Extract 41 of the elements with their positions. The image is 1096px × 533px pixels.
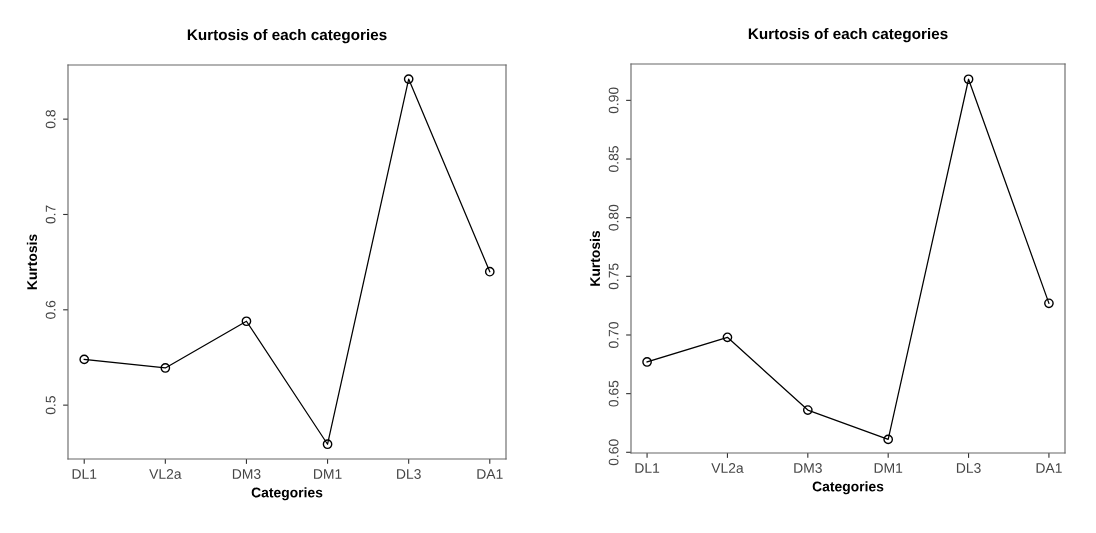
y-tick-label: 0.80 [608,204,619,231]
x-tick-label: DL3 [956,463,981,473]
y-tick-label: 0.5 [45,396,56,415]
y-axis-title: Kurtosis [589,230,601,286]
y-tick-label: 0.60 [608,439,619,466]
point [403,74,414,84]
y-tick-label: 0.7 [45,205,56,224]
y-tick-label: 0.90 [608,87,619,114]
x-tick-label: DA1 [1036,463,1062,473]
x-tick-label: DL1 [72,469,97,479]
x-tick-label: DM3 [232,469,261,479]
point [79,354,90,365]
y-tick-label: 0.6 [45,300,56,319]
x-tick-label: VL2a [149,469,182,479]
x-tick-label: DA1 [477,469,503,479]
y-axis-title: Kurtosis [26,234,38,290]
x-axis-title: Categories [812,481,884,495]
point [722,332,733,343]
x-tick-label: VL2a [711,463,744,473]
point [160,363,171,373]
y-tick-label: 0.70 [608,322,619,348]
x-tick-label: DL3 [397,469,421,479]
point [883,434,894,445]
y-tick-label: 0.85 [608,146,619,172]
point [322,439,333,450]
y-tick-label: 0.8 [45,110,56,129]
point [963,74,974,85]
y-tick-label: 0.65 [608,380,619,407]
point [1044,298,1054,309]
point [802,405,813,415]
x-tick-label: DM3 [794,463,822,473]
x-tick-label: DM1 [874,463,903,473]
chart-title: Kurtosis of each categories [748,27,948,43]
x-tick-label: DM1 [314,469,342,479]
chart-title: Kurtosis of each categories [187,28,387,44]
point [642,357,652,367]
x-tick-label: DL1 [635,463,660,473]
y-tick-label: 0.75 [608,263,619,290]
point [241,316,252,327]
point [484,266,495,277]
x-axis-title: Categories [251,487,323,501]
